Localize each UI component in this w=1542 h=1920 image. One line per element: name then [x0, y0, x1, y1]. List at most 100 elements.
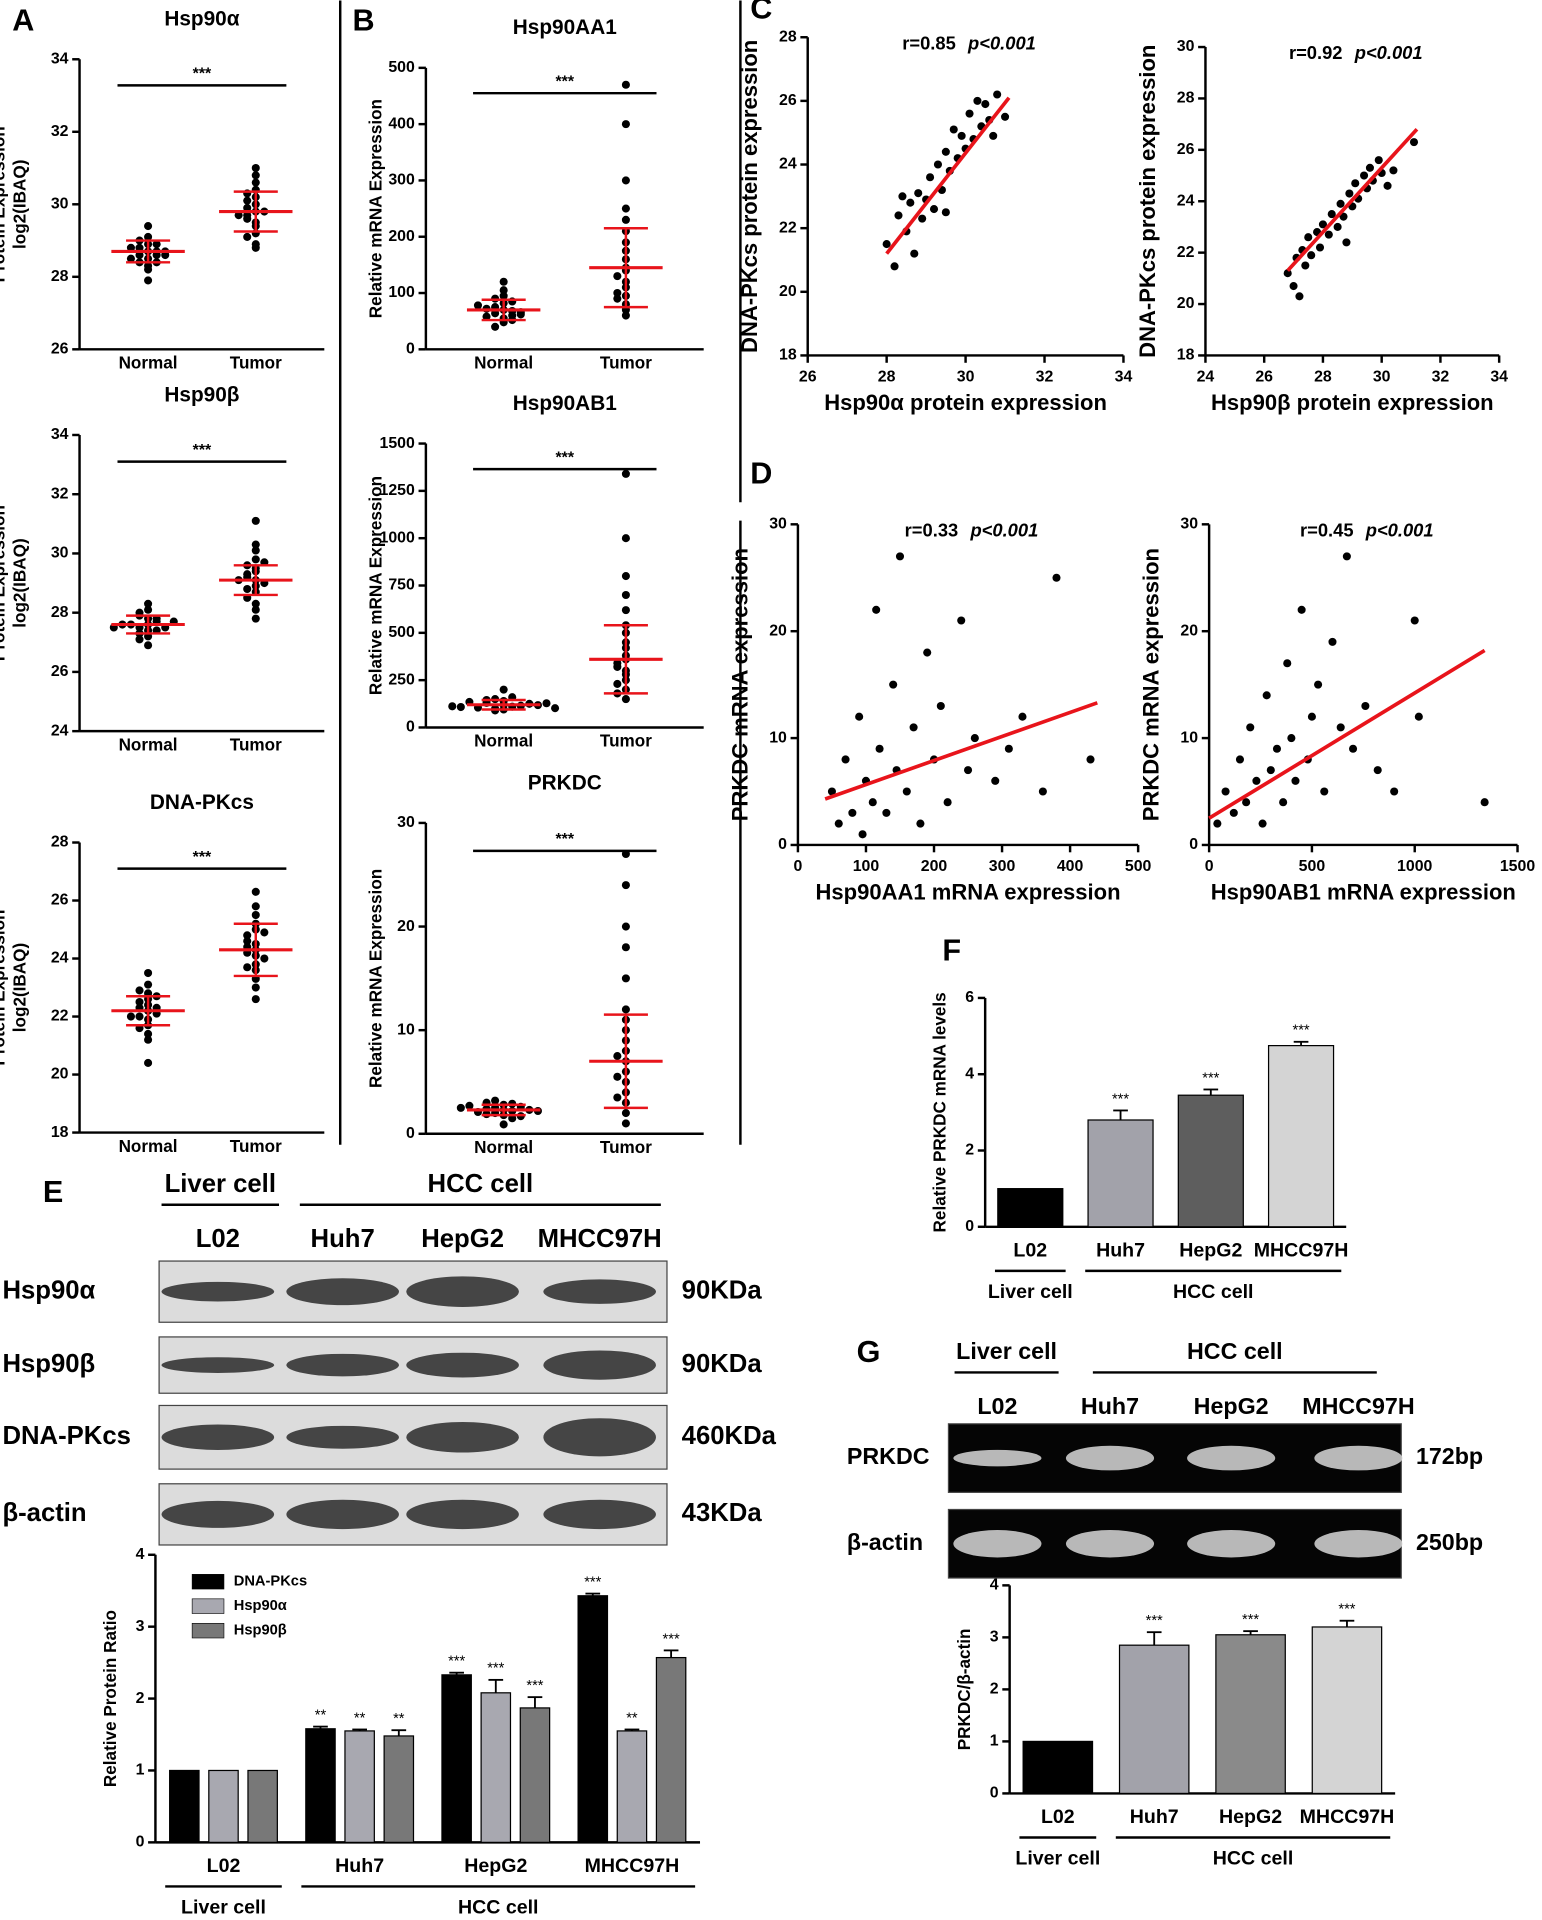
- y-tick-label: 26: [779, 92, 797, 109]
- bar: [519, 1707, 551, 1843]
- band: [1187, 1530, 1276, 1558]
- band: [543, 1499, 656, 1530]
- data-point: [1336, 199, 1345, 208]
- y-tick-label: 0: [778, 836, 787, 853]
- significance: ***: [1338, 1602, 1355, 1618]
- x-tick-label: Tumor: [600, 353, 652, 373]
- lane-label: MHCC97H: [1302, 1393, 1414, 1419]
- band: [406, 1499, 519, 1530]
- data-point: [1283, 659, 1292, 668]
- data-point: [491, 1096, 500, 1105]
- x-tick-label: 300: [989, 858, 1016, 875]
- data-point: [473, 301, 483, 310]
- y-tick-label: 0: [406, 341, 415, 358]
- y-tick-label: 20: [769, 622, 787, 639]
- data-point: [613, 659, 622, 668]
- x-tick-label: 34: [1115, 369, 1133, 386]
- significance: ***: [193, 849, 212, 866]
- data-point: [251, 546, 260, 555]
- data-point: [613, 272, 622, 281]
- data-point: [126, 254, 135, 263]
- bar: [344, 1730, 375, 1843]
- y-tick-label: 4: [136, 1546, 145, 1563]
- panel-label: E: [43, 1175, 63, 1209]
- stat-r: r=0.33: [905, 520, 959, 541]
- y-tick-label: 18: [1177, 347, 1195, 364]
- data-point: [613, 1093, 622, 1102]
- row-size: 172bp: [1416, 1443, 1483, 1469]
- data-point: [251, 164, 260, 173]
- y-tick-label: 250: [388, 671, 415, 688]
- data-point: [260, 954, 269, 963]
- data-point: [855, 712, 864, 721]
- x-tick-label: Normal: [474, 731, 533, 751]
- x-tick-label: 32: [1432, 369, 1450, 386]
- legend-label: Hsp90β: [234, 1623, 287, 1639]
- data-point: [613, 1052, 622, 1061]
- x-tick-label: Tumor: [230, 353, 282, 373]
- data-point: [1242, 798, 1251, 807]
- data-point: [482, 312, 491, 321]
- band: [161, 1281, 275, 1302]
- y-tick-label: 30: [397, 814, 415, 831]
- row-size: 90KDa: [682, 1350, 763, 1378]
- group-label: HCC cell: [1173, 1281, 1254, 1303]
- y-tick-label: 18: [779, 347, 797, 364]
- data-point: [918, 214, 927, 223]
- y-tick-label: 10: [397, 1021, 415, 1038]
- lane-label: L02: [977, 1393, 1017, 1419]
- data-point: [970, 734, 979, 743]
- data-point: [135, 251, 144, 260]
- bar: [480, 1692, 512, 1843]
- data-point: [902, 787, 911, 796]
- x-tick-label: L02: [1041, 1806, 1075, 1828]
- y-tick-label: 26: [51, 341, 69, 358]
- data-point: [1291, 776, 1300, 785]
- significance: ***: [487, 1661, 504, 1677]
- y-tick-label: 1: [136, 1762, 145, 1779]
- band: [953, 1449, 1042, 1467]
- data-point: [993, 90, 1002, 99]
- row-size: 43KDa: [682, 1499, 763, 1527]
- significance: ***: [193, 66, 212, 83]
- y-tick-label: 1250: [380, 482, 416, 499]
- data-point: [144, 968, 153, 978]
- data-point: [889, 680, 898, 689]
- data-point: [1320, 787, 1329, 796]
- y-tick-label: 20: [1177, 295, 1195, 312]
- data-point: [868, 798, 877, 807]
- x-tick-label: Normal: [119, 1136, 178, 1156]
- x-tick-label: 400: [1057, 858, 1084, 875]
- band: [406, 1276, 519, 1307]
- data-point: [834, 819, 843, 828]
- y-tick-label: 2: [965, 1142, 974, 1159]
- data-point: [260, 928, 269, 937]
- bar: [577, 1595, 609, 1843]
- data-point: [1287, 734, 1296, 743]
- data-point: [251, 910, 260, 920]
- bar: [1311, 1626, 1383, 1795]
- data-point: [1409, 138, 1419, 147]
- data-point: [1301, 261, 1310, 270]
- y-tick-label: 3: [990, 1629, 999, 1646]
- y-tick-label: 32: [51, 485, 69, 502]
- data-point: [965, 109, 974, 118]
- data-point: [1361, 701, 1370, 711]
- data-point: [135, 635, 144, 644]
- group-label: HCC cell: [428, 1170, 534, 1198]
- data-point: [542, 699, 551, 708]
- data-point: [1339, 212, 1348, 221]
- stat-p: p<0.001: [969, 520, 1038, 541]
- bar: [169, 1769, 200, 1843]
- data-point: [1314, 680, 1323, 689]
- x-tick-label: 1000: [1397, 858, 1433, 875]
- panel-label: C: [750, 0, 772, 25]
- data-point: [827, 787, 836, 796]
- band: [1065, 1530, 1155, 1558]
- x-tick-label: 28: [878, 369, 896, 386]
- x-tick-label: 500: [1299, 858, 1326, 875]
- data-point: [251, 605, 260, 614]
- data-point: [144, 599, 153, 608]
- data-point: [936, 701, 945, 711]
- data-point: [621, 1109, 630, 1118]
